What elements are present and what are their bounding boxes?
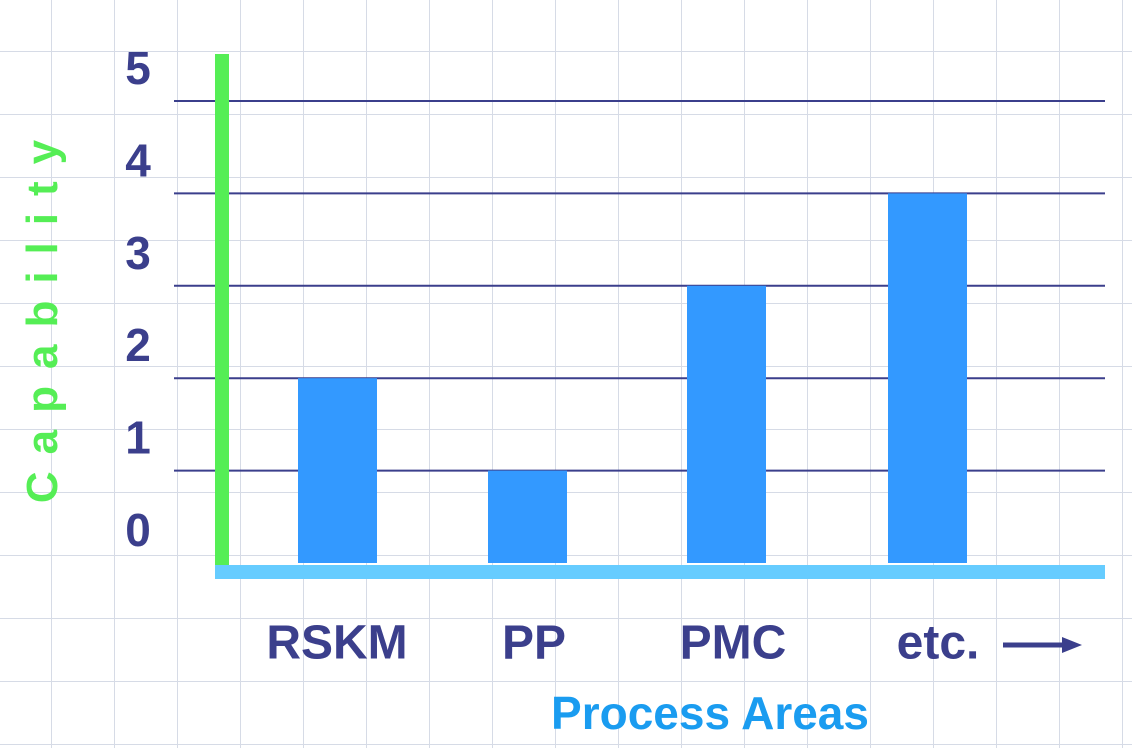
bar-rskm [298,378,377,563]
continuation-arrow-icon [1062,637,1082,653]
y-tick-label-0: 0 [125,504,151,556]
y-tick-label-5: 5 [125,42,151,94]
bar-pmc [687,285,766,563]
y-axis-title: Capability [18,122,67,504]
y-tick-label-3: 3 [125,227,151,279]
x-category-label-pp: PP [502,617,566,670]
bar-pp [488,470,567,563]
y-axis-title-wrapper: Capability [18,118,68,508]
y-tick-label-4: 4 [125,134,151,186]
y-tick-label-2: 2 [125,319,151,371]
x-axis-title: Process Areas [551,687,869,739]
bar-etc [888,193,967,563]
y-tick-label-1: 1 [125,412,151,464]
x-category-label-pmc: PMC [680,617,787,670]
x-category-label-etc: etc. [897,617,980,670]
x-axis-line [215,565,1105,579]
x-category-label-rskm: RSKM [266,617,407,670]
y-axis-line [215,54,229,578]
